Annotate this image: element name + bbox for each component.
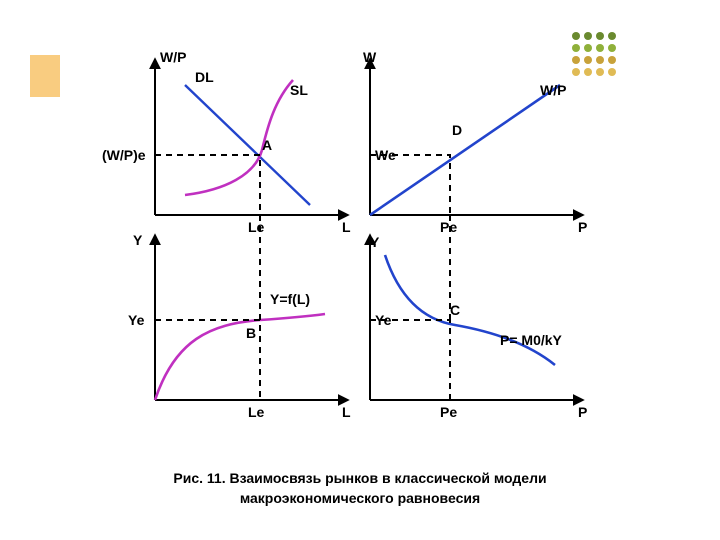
tl-y-tick: (W/P)e [102,147,146,163]
figure-caption-line2: макроэкономического равновесия [0,490,720,506]
tr-y-label: W [363,49,377,65]
panel-top-right: W P W/P We Pe D [363,49,587,235]
label-money: P= M0/kY [500,332,563,348]
label-SL: SL [290,82,308,98]
figure-stage: W/P L DL SL (W/P)e Le A W P W/P We Pe D [0,0,720,540]
tr-y-tick: We [375,147,396,163]
panel-bottom-left: Y L Y=f(L) Ye Le B [128,215,351,420]
curve-DL [185,85,310,205]
label-WP: W/P [540,82,566,98]
bl-y-tick: Ye [128,312,145,328]
br-point-C: C [450,302,460,318]
br-x-tick: Pe [440,404,457,420]
tl-point-A: A [262,137,272,153]
bl-x-label: L [342,404,351,420]
tl-y-label: W/P [160,49,186,65]
economics-four-panel-chart: W/P L DL SL (W/P)e Le A W P W/P We Pe D [0,0,720,540]
label-YfL: Y=f(L) [270,291,310,307]
curve-production-fn [155,314,325,400]
curve-money [385,255,555,365]
br-guides [370,320,450,400]
bl-point-B: B [246,325,256,341]
br-y-tick: Ye [375,312,392,328]
panel-top-left: W/P L DL SL (W/P)e Le A [102,49,351,235]
tr-point-D: D [452,122,462,138]
label-DL: DL [195,69,214,85]
tl-x-label: L [342,219,351,235]
br-y-label: Y [370,234,380,250]
br-x-label: P [578,404,587,420]
tr-x-label: P [578,219,587,235]
curve-WP-ray [370,85,560,215]
bl-y-label: Y [133,232,143,248]
bl-x-tick: Le [248,404,265,420]
tr-x-tick: Pe [440,219,457,235]
figure-caption-line1: Рис. 11. Взаимосвязь рынков в классическ… [0,470,720,486]
tl-guides [155,155,260,215]
tl-x-tick: Le [248,219,265,235]
panel-bottom-right: Y P P= M0/kY Ye Pe C [370,215,587,420]
